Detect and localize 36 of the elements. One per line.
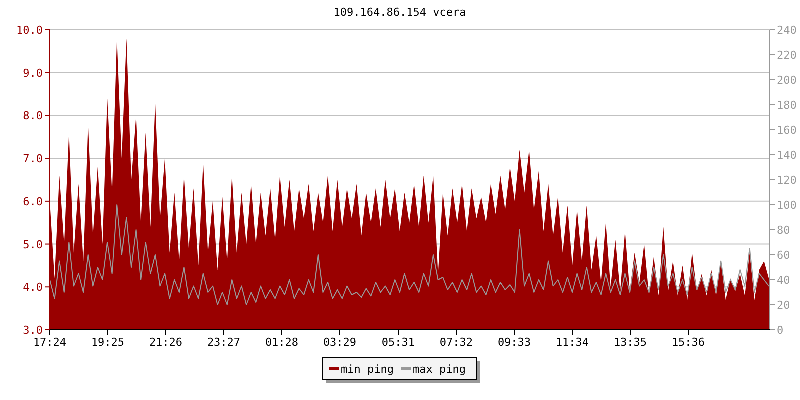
x-tick-label: 07:32 <box>440 336 474 349</box>
y-tick-label: 10.0 <box>16 24 43 37</box>
x-tick-label: 03:29 <box>323 336 357 349</box>
y2-tick-label: 60 <box>777 249 790 262</box>
y2-tick-label: 200 <box>777 74 797 87</box>
y2-tick-label: 140 <box>777 149 797 162</box>
x-tick-label: 17:24 <box>33 336 67 349</box>
y2-tick-label: 20 <box>777 299 790 312</box>
y2-tick-label: 40 <box>777 274 790 287</box>
y2-tick-label: 240 <box>777 24 797 37</box>
x-tick-label: 23:27 <box>207 336 241 349</box>
y2-tick-label: 0 <box>777 324 784 337</box>
x-tick-label: 19:25 <box>91 336 125 349</box>
y-tick-label: 5.0 <box>23 238 43 252</box>
x-tick-label: 05:31 <box>382 336 416 349</box>
y2-tick-label: 160 <box>777 124 797 137</box>
y-tick-label: 6.0 <box>23 195 43 208</box>
x-tick-label: 09:33 <box>498 336 532 349</box>
x-tick-label: 13:35 <box>614 336 648 349</box>
chart-title: 109.164.86.154 vcera <box>334 6 466 19</box>
x-tick-label: 11:34 <box>556 336 590 349</box>
y2-tick-label: 80 <box>777 224 790 237</box>
x-tick-label: 01:28 <box>265 336 299 349</box>
y2-tick-label: 100 <box>777 199 797 212</box>
legend-label: min ping <box>341 363 394 376</box>
y-tick-label: 3.0 <box>23 324 43 337</box>
y2-tick-label: 220 <box>777 49 797 62</box>
y-tick-label: 7.0 <box>23 152 43 166</box>
y2-tick-label: 180 <box>777 99 797 112</box>
legend-label: max ping <box>413 363 466 376</box>
x-tick-label: 15:36 <box>672 336 706 349</box>
x-tick-label: 21:26 <box>149 336 183 349</box>
y-tick-label: 4.0 <box>23 281 43 294</box>
y2-tick-label: 120 <box>777 174 797 187</box>
y-tick-label: 9.0 <box>23 66 43 80</box>
y-tick-label: 8.0 <box>23 110 43 123</box>
